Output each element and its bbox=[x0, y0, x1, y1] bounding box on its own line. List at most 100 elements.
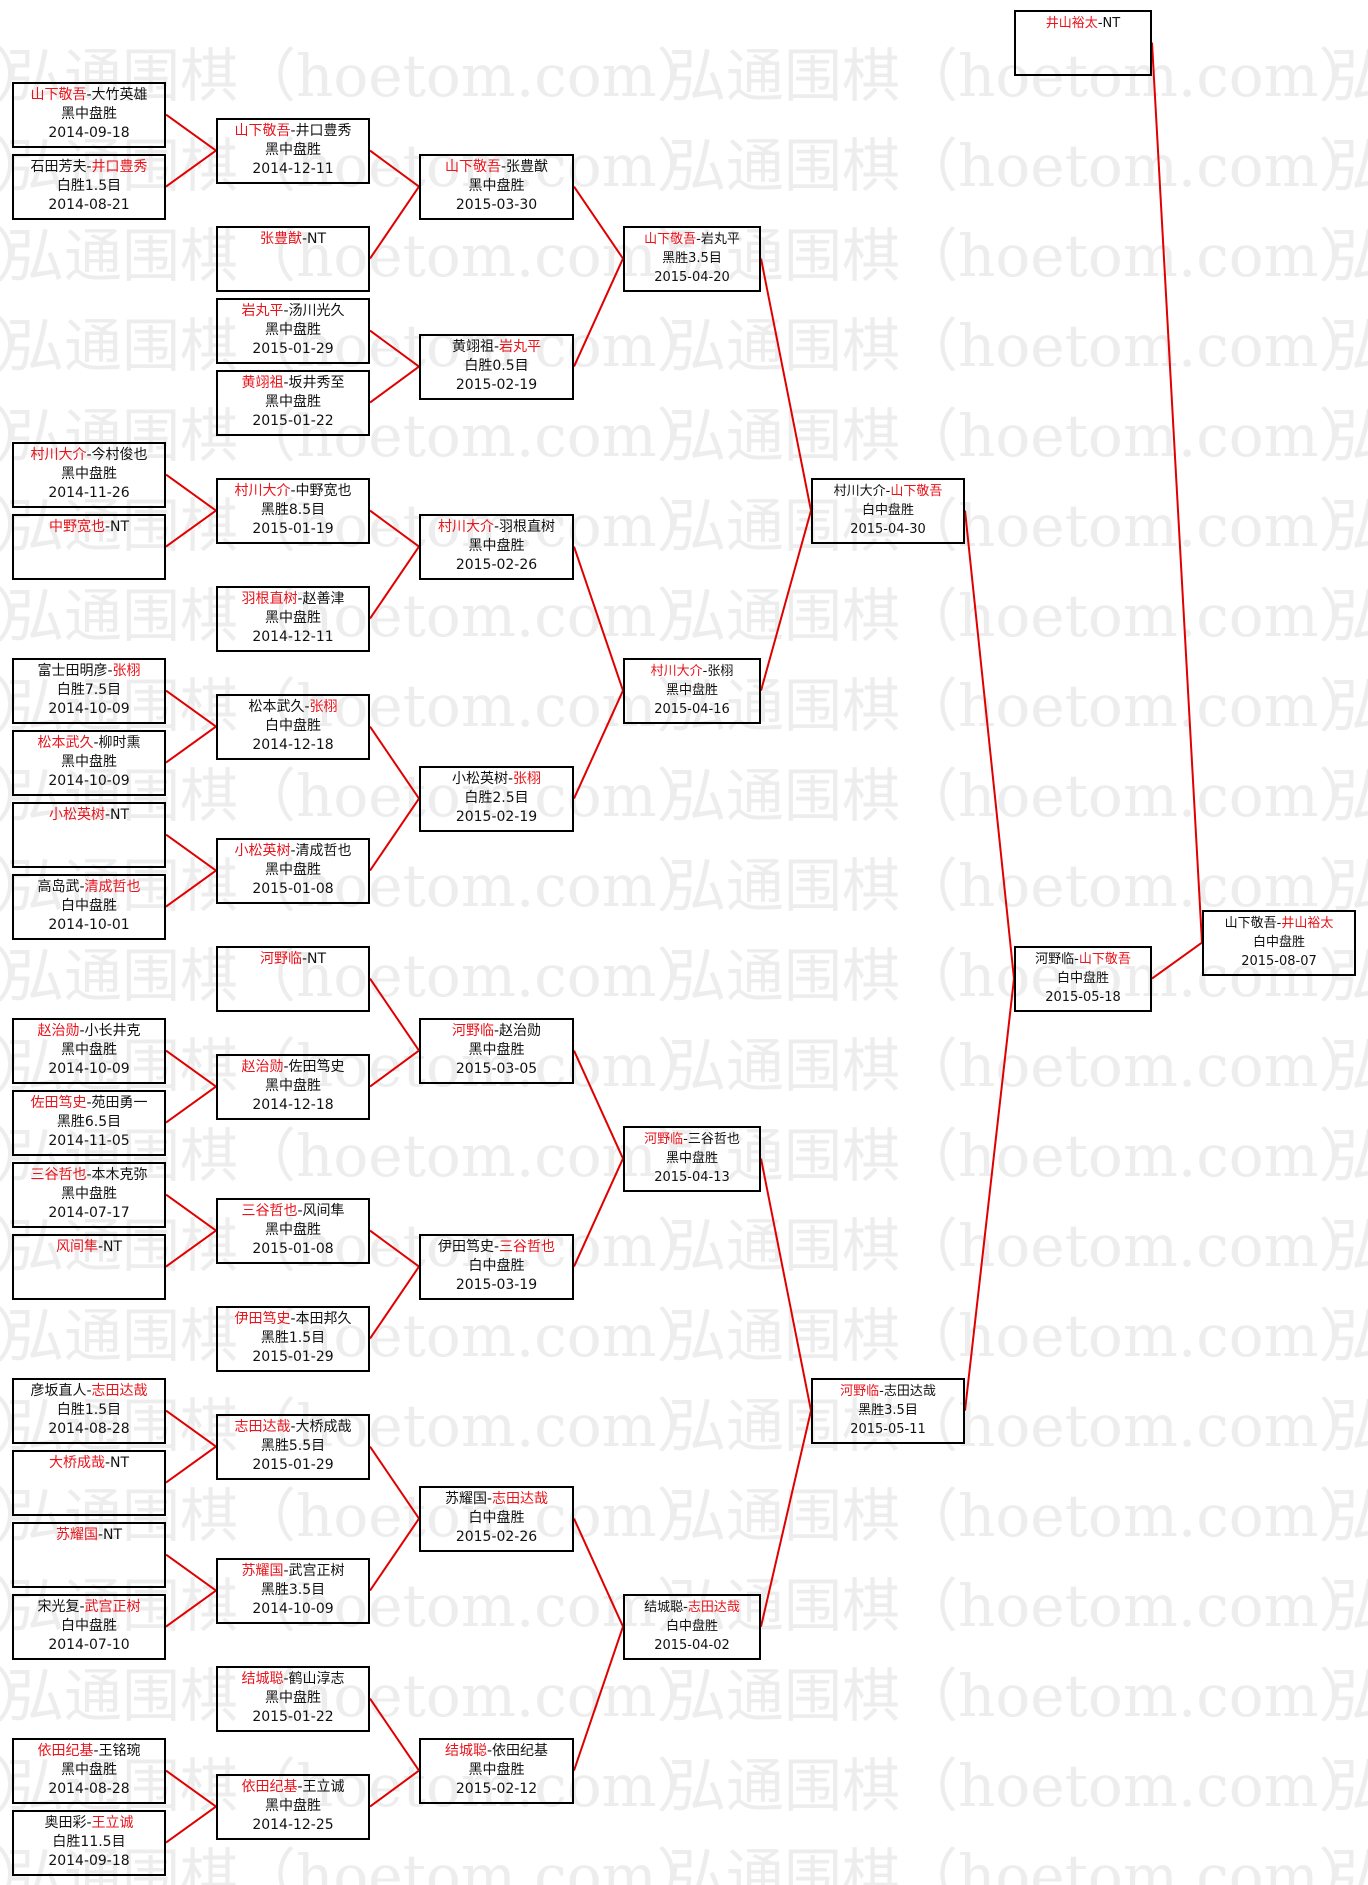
player-name: 风间隼 bbox=[302, 1202, 345, 1219]
watermark-text: 弘通围棋（hoetom.com） bbox=[6, 1212, 715, 1280]
match-box[interactable]: 小松英树-NT bbox=[12, 801, 166, 868]
match-date: 2015-04-16 bbox=[654, 701, 730, 717]
match-box[interactable]: 伊田笃史-本田邦久 黑胜1.5目 2015-01-29 bbox=[216, 1305, 370, 1372]
watermark-text: 弘通围棋（hoetom.com） bbox=[6, 1752, 715, 1820]
match-box[interactable]: 奥田彩-王立诚 白胜11.5目 2014-09-18 bbox=[12, 1809, 166, 1876]
match-box[interactable]: 松本武久-张栩 白中盘胜 2014-12-18 bbox=[216, 693, 370, 760]
match-box[interactable]: 小松英树-清成哲也 黑中盘胜 2015-01-08 bbox=[216, 837, 370, 904]
match-players: 三谷哲也-本木克弥 bbox=[14, 1166, 164, 1185]
separator: - bbox=[297, 1778, 303, 1795]
match-box[interactable]: 苏耀国-武宫正树 黑胜3.5目 2014-10-09 bbox=[216, 1557, 370, 1624]
match-result: 黑中盘胜 bbox=[265, 141, 321, 158]
separator: - bbox=[885, 483, 891, 499]
match-result: 黑中盘胜 bbox=[265, 1077, 321, 1094]
match-box[interactable]: 大桥成哉-NT bbox=[12, 1449, 166, 1516]
match-box[interactable]: 山下敬吾-岩丸平 黑胜3.5目 2015-04-20 bbox=[623, 225, 761, 292]
player-name: 武宫正树 bbox=[288, 1562, 345, 1579]
match-box[interactable]: 结城聪-依田纪基 黑中盘胜 2015-02-12 bbox=[419, 1737, 574, 1804]
separator: - bbox=[93, 734, 99, 751]
separator: - bbox=[290, 482, 296, 499]
match-box[interactable]: 山下敬吾-井口豊秀 黑中盘胜 2014-12-11 bbox=[216, 117, 370, 184]
separator: - bbox=[297, 590, 303, 607]
winner-name: 苏耀国 bbox=[241, 1562, 284, 1579]
match-box[interactable]: 张豊猷-NT bbox=[216, 225, 370, 292]
match-box[interactable]: 三谷哲也-风间隼 黑中盘胜 2015-01-08 bbox=[216, 1197, 370, 1264]
match-box[interactable]: 羽根直树-赵善津 黑中盘胜 2014-12-11 bbox=[216, 585, 370, 652]
connector-line bbox=[165, 1193, 217, 1232]
match-box[interactable]: 岩丸平-汤川光久 黑中盘胜 2015-01-29 bbox=[216, 297, 370, 364]
winner-name: 村川大介 bbox=[234, 482, 291, 499]
match-box[interactable]: 赵治勋-小长井克 黑中盘胜 2014-10-09 bbox=[12, 1017, 166, 1084]
connector-line bbox=[369, 1446, 420, 1520]
match-box[interactable]: 赵治勋-佐田笃史 黑中盘胜 2014-12-18 bbox=[216, 1053, 370, 1120]
match-box[interactable]: 风间隼-NT bbox=[12, 1233, 166, 1300]
match-box[interactable]: 村川大介-羽根直树 黑中盘胜 2015-02-26 bbox=[419, 513, 574, 580]
match-box[interactable]: 村川大介-张栩 黑中盘胜 2015-04-16 bbox=[623, 657, 761, 724]
match-box[interactable]: 佐田笃史-苑田勇一 黑胜6.5目 2014-11-05 bbox=[12, 1089, 166, 1156]
match-players: 赵治勋-小长井克 bbox=[14, 1022, 164, 1041]
match-box[interactable]: 河野临-赵治勋 黑中盘胜 2015-03-05 bbox=[419, 1017, 574, 1084]
winner-name: 三谷哲也 bbox=[241, 1202, 298, 1219]
watermark-text: 弘通围棋（hoetom.com） bbox=[0, 852, 53, 920]
match-box[interactable]: 富士田明彦-张栩 白胜7.5目 2014-10-09 bbox=[12, 657, 166, 724]
match-box[interactable]: 黄翊祖-岩丸平 白胜0.5目 2015-02-19 bbox=[419, 333, 574, 400]
match-box[interactable]: 志田达哉-大桥成哉 黑胜5.5目 2015-01-29 bbox=[216, 1413, 370, 1480]
match-box[interactable]: 村川大介-中野宽也 黑胜8.5目 2015-01-19 bbox=[216, 477, 370, 544]
match-box[interactable]: 井山裕太-NT bbox=[1014, 9, 1152, 76]
match-box[interactable]: 黄翊祖-坂井秀至 黑中盘胜 2015-01-22 bbox=[216, 369, 370, 436]
match-box[interactable]: 苏耀国-志田达哉 白中盘胜 2015-02-26 bbox=[419, 1485, 574, 1552]
match-date: 2015-03-30 bbox=[455, 196, 538, 213]
connector-line bbox=[369, 1266, 420, 1340]
winner-name: 张栩 bbox=[112, 662, 141, 679]
match-box[interactable]: 村川大介-山下敬吾 白中盘胜 2015-04-30 bbox=[811, 477, 965, 544]
match-box[interactable]: 彦坂直人-志田达哉 白胜1.5目 2014-08-28 bbox=[12, 1377, 166, 1444]
separator: - bbox=[301, 950, 308, 967]
match-box[interactable]: 河野临-三谷哲也 黑中盘胜 2015-04-13 bbox=[623, 1125, 761, 1192]
match-box[interactable]: 山下敬吾-大竹英雄 黑中盘胜 2014-09-18 bbox=[12, 81, 166, 148]
match-box[interactable]: 中野宽也-NT bbox=[12, 513, 166, 580]
match-box[interactable]: 宋光复-武宫正树 白中盘胜 2014-07-10 bbox=[12, 1593, 166, 1660]
match-box[interactable]: 结城聪-鹤山淳志 黑中盘胜 2015-01-22 bbox=[216, 1665, 370, 1732]
separator: - bbox=[283, 1670, 289, 1687]
match-box[interactable]: 河野临-山下敬吾 白中盘胜 2015-05-18 bbox=[1014, 945, 1152, 1012]
match-result: 白中盘胜 bbox=[861, 502, 914, 518]
winner-name: 山下敬吾 bbox=[890, 483, 943, 499]
winner-name: 井口豊秀 bbox=[91, 158, 148, 175]
match-box[interactable]: 苏耀国-NT bbox=[12, 1521, 166, 1588]
match-box[interactable]: 山下敬吾-井山裕太 白中盘胜 2015-08-07 bbox=[1202, 909, 1356, 976]
match-date: 2015-01-29 bbox=[252, 1456, 334, 1473]
match-box[interactable]: 村川大介-今村俊也 黑中盘胜 2014-11-26 bbox=[12, 441, 166, 508]
match-box[interactable]: 高岛武-清成哲也 白中盘胜 2014-10-01 bbox=[12, 873, 166, 940]
match-players: 黄翊祖-岩丸平 bbox=[421, 338, 572, 357]
watermark-text: 弘通围棋（hoetom.com） bbox=[668, 1842, 1368, 1885]
match-box[interactable]: 山下敬吾-张豊猷 黑中盘胜 2015-03-30 bbox=[419, 153, 574, 220]
match-date: 2015-01-29 bbox=[252, 1348, 334, 1365]
match-box[interactable]: 三谷哲也-本木克弥 黑中盘胜 2014-07-17 bbox=[12, 1161, 166, 1228]
winner-name: 岩丸平 bbox=[241, 302, 284, 319]
match-box[interactable]: 结城聪-志田达哉 白中盘胜 2015-04-02 bbox=[623, 1593, 761, 1660]
separator: - bbox=[683, 1599, 688, 1615]
winner-name: 三谷哲也 bbox=[30, 1166, 87, 1183]
match-players: 苏耀国-志田达哉 bbox=[421, 1490, 572, 1509]
match-box[interactable]: 伊田笃史-三谷哲也 白中盘胜 2015-03-19 bbox=[419, 1233, 574, 1300]
watermark-text: 弘通围棋（hoetom.com） bbox=[0, 42, 53, 110]
connector-line bbox=[573, 1518, 624, 1628]
connector-line bbox=[165, 1589, 217, 1628]
connector-line bbox=[369, 726, 420, 800]
watermark-text: 弘通围棋（hoetom.com） bbox=[1330, 1482, 1368, 1550]
match-players: 黄翊祖-坂井秀至 bbox=[218, 374, 368, 393]
match-result: 黑中盘胜 bbox=[665, 1150, 718, 1166]
match-box[interactable]: 河野临-NT bbox=[216, 945, 370, 1012]
match-box[interactable]: 依田纪基-王立诚 黑中盘胜 2014-12-25 bbox=[216, 1773, 370, 1840]
match-players: 村川大介-张栩 bbox=[625, 662, 759, 681]
match-box[interactable]: 小松英树-张栩 白胜2.5目 2015-02-19 bbox=[419, 765, 574, 832]
match-box[interactable]: 石田芳夫-井口豊秀 白胜1.5目 2014-08-21 bbox=[12, 153, 166, 220]
match-result: 黑中盘胜 bbox=[61, 1761, 117, 1778]
watermark-text: 弘通围棋（hoetom.com） bbox=[0, 222, 53, 290]
separator: - bbox=[86, 1382, 92, 1399]
match-box[interactable]: 依田纪基-王铭琬 黑中盘胜 2014-08-28 bbox=[12, 1737, 166, 1804]
match-box[interactable]: 河野临-志田达哉 黑胜3.5目 2015-05-11 bbox=[811, 1377, 965, 1444]
separator: - bbox=[283, 1058, 289, 1075]
match-box[interactable]: 松本武久-柳时熏 黑中盘胜 2014-10-09 bbox=[12, 729, 166, 796]
connector-line bbox=[573, 546, 624, 691]
